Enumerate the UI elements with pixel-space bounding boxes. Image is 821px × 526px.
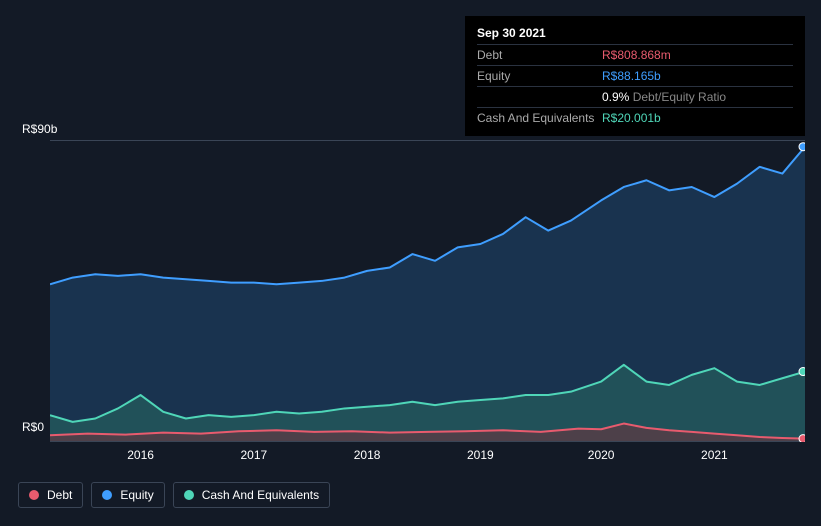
tooltip-row: EquityR$88.165b [477,65,793,86]
legend-label: Cash And Equivalents [202,488,319,502]
y-axis-top-label: R$90b [22,122,57,136]
x-tick: 2017 [240,448,267,462]
tooltip-row: Cash And EquivalentsR$20.001b [477,107,793,128]
tooltip-row-value: R$808.868m [602,48,671,62]
end-marker-debt [799,435,805,442]
chart-plot [50,140,805,442]
legend-label: Debt [47,488,72,502]
tooltip-row: 0.9% Debt/Equity Ratio [477,86,793,107]
tooltip-row-value: R$20.001b [602,111,661,125]
tooltip-row-value: R$88.165b [602,69,661,83]
legend-dot-icon [29,490,39,500]
legend-item-equity[interactable]: Equity [91,482,164,508]
end-marker-cash-and-equivalents [799,368,805,376]
tooltip-row-label: Equity [477,69,602,83]
tooltip-row-label [477,90,602,104]
x-tick: 2019 [467,448,494,462]
legend-item-cash-and-equivalents[interactable]: Cash And Equivalents [173,482,330,508]
x-tick: 2021 [701,448,728,462]
x-tick: 2020 [588,448,615,462]
legend-dot-icon [102,490,112,500]
legend-item-debt[interactable]: Debt [18,482,83,508]
tooltip-date: Sep 30 2021 [477,24,793,44]
x-tick: 2018 [354,448,381,462]
legend: Debt Equity Cash And Equivalents [18,482,330,508]
end-marker-equity [799,143,805,151]
legend-label: Equity [120,488,153,502]
legend-dot-icon [184,490,194,500]
tooltip-row-value: 0.9% Debt/Equity Ratio [602,90,726,104]
tooltip-row-label: Debt [477,48,602,62]
x-tick: 2016 [127,448,154,462]
tooltip-panel: Sep 30 2021 DebtR$808.868mEquityR$88.165… [465,16,805,136]
tooltip-row-label: Cash And Equivalents [477,111,602,125]
x-axis-ticks: 2016 2017 2018 2019 2020 2021 [50,448,805,464]
y-axis-bottom-label: R$0 [22,420,44,434]
tooltip-row: DebtR$808.868m [477,44,793,65]
